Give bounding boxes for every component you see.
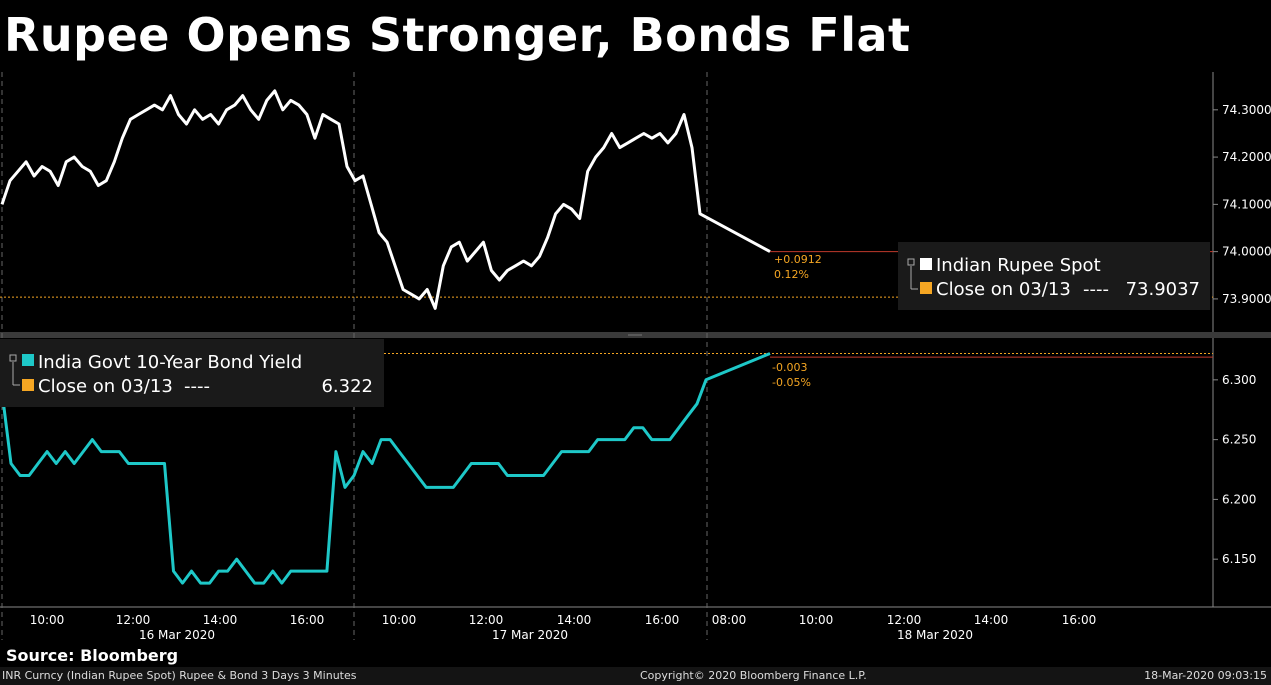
rupee-close-dashes: ---- [1083,279,1109,300]
x-tick-label: 14:00 [557,613,592,627]
bond-close-swatch [22,379,34,391]
bond-change-pct-label: -0.05% [772,376,811,389]
bond-close-dashes: ---- [184,376,210,397]
x-tick-label: 10:00 [382,613,417,627]
x-tick-label: 16:00 [290,613,325,627]
y-tick-label: 74.1000 [1222,197,1271,211]
footer-copyright: Copyright© 2020 Bloomberg Finance L.P. [640,669,867,682]
bond-legend-label: India Govt 10-Year Bond Yield [38,352,302,373]
legend-collapse-icon [9,354,17,362]
y-tick-label: 6.150 [1222,552,1256,566]
x-tick-label: 14:00 [203,613,238,627]
y-tick-label: 6.300 [1222,373,1256,387]
x-tick-label: 10:00 [30,613,65,627]
headline: Rupee Opens Stronger, Bonds Flat [4,8,911,62]
y-tick-label: 74.3000 [1222,103,1271,117]
footer-timestamp: 18-Mar-2020 09:03:15 [1144,669,1267,682]
x-tick-label: 16:00 [645,613,680,627]
x-date-label: 17 Mar 2020 [492,628,568,642]
bond-series-line [0,352,771,585]
x-tick-label: 14:00 [974,613,1009,627]
y-tick-label: 73.9000 [1222,292,1271,306]
legend-collapse-icon [907,258,915,266]
x-tick-label: 12:00 [887,613,922,627]
x-date-label: 18 Mar 2020 [897,628,973,642]
y-tick-label: 6.250 [1222,433,1256,447]
x-tick-label: 12:00 [116,613,151,627]
bond-legend-box [0,339,384,407]
x-tick-label: 16:00 [1062,613,1097,627]
rupee-legend-label: Indian Rupee Spot [936,255,1101,276]
bond-close-label: Close on 03/13 [38,376,173,397]
source-label: Source: Bloomberg [6,646,179,665]
y-tick-label: 74.0000 [1222,245,1271,259]
y-tick-label: 74.2000 [1222,150,1271,164]
rupee-change-label: +0.0912 [774,253,822,266]
footer-security-label: INR Curncy (Indian Rupee Spot) Rupee & B… [2,669,357,682]
rupee-close-value: 73.9037 [1126,279,1200,300]
rupee-close-swatch [920,282,932,294]
bond-legend-swatch [22,354,34,366]
x-date-label: 16 Mar 2020 [139,628,215,642]
rupee-close-label: Close on 03/13 [936,279,1071,300]
bond-change-label: -0.003 [772,361,807,374]
y-tick-label: 6.200 [1222,492,1256,506]
x-tick-label: 12:00 [469,613,504,627]
x-tick-label: 08:00 [712,613,747,627]
rupee-series-line [0,89,771,310]
footer-bar: INR Curncy (Indian Rupee Spot) Rupee & B… [0,667,1271,685]
rupee-change-pct-label: 0.12% [774,268,809,281]
rupee-legend-swatch [920,258,932,270]
x-tick-label: 10:00 [799,613,834,627]
bond-close-value: 6.322 [321,376,373,397]
rupee-legend-box [898,242,1210,310]
